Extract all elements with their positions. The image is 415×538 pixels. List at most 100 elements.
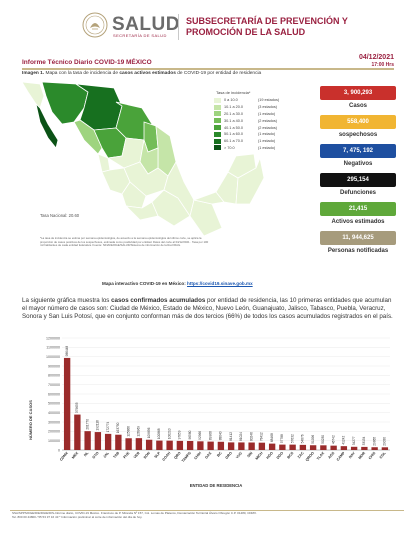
summary-paragraph: La siguiente gráfica muestra los casos c… bbox=[22, 297, 393, 320]
stat-defunciones-label: Defunciones bbox=[339, 190, 376, 196]
footer-text: SSA/SPPS/DGE/DIE/DGIE/DIS-Informe diario… bbox=[12, 511, 402, 520]
x-tick-label: HGO bbox=[266, 451, 274, 460]
report-title: Informe Técnico Diario COVID-19 MÉXICO bbox=[22, 59, 152, 66]
incidence-map[interactable] bbox=[18, 78, 308, 274]
state-chis bbox=[189, 199, 223, 237]
legend-swatch bbox=[214, 118, 221, 124]
legend-item: 40.1 a 50.0 (2 estados) bbox=[214, 124, 310, 131]
x-tick-label: TLAX bbox=[316, 451, 325, 461]
x-tick-label: BCS bbox=[286, 451, 294, 460]
bar bbox=[207, 441, 214, 450]
bar bbox=[238, 442, 245, 450]
x-tick-label: CDMX bbox=[59, 451, 69, 462]
stat-negativos-label: Negativos bbox=[343, 161, 373, 167]
report-date: 04/12/2021 bbox=[358, 54, 394, 61]
legend-item: 20.1 a 30.0 (1 estado) bbox=[214, 111, 310, 118]
bar-value-label: 986448 bbox=[65, 346, 69, 357]
bar bbox=[279, 444, 286, 450]
stats-panel: 3, 900,293 Casos 558,400 sospechosos 7, … bbox=[320, 86, 396, 260]
y-tick-label: 0 bbox=[58, 448, 60, 452]
brand-subtitle: SECRETARÍA DE SALUD bbox=[113, 33, 167, 38]
stat-activos-label: Activos estimados bbox=[331, 219, 385, 225]
bar bbox=[115, 434, 122, 450]
stat-notificadas-label: Personas notificadas bbox=[327, 248, 389, 254]
bar bbox=[248, 442, 255, 450]
y-tick-label: 600000 bbox=[48, 392, 60, 396]
bar bbox=[186, 440, 194, 450]
x-tick-label: TAB bbox=[112, 451, 120, 459]
bar-value-label: 192118 bbox=[96, 420, 100, 431]
bar-value-label: 33154 bbox=[362, 436, 366, 445]
bar-value-label: 41242 bbox=[342, 436, 346, 445]
bar-value-label: 34277 bbox=[352, 436, 356, 445]
x-tick-label: CHIH bbox=[193, 451, 202, 461]
state-bc bbox=[21, 81, 45, 109]
y-tick-label: 1000000 bbox=[46, 355, 60, 359]
x-tick-label: YUC bbox=[235, 451, 243, 460]
bar-value-label: 54876 bbox=[301, 434, 305, 443]
bar-value-label: 201770 bbox=[85, 419, 89, 430]
x-tick-label: MICH bbox=[255, 451, 264, 461]
bar-value-label: 96580 bbox=[188, 430, 192, 439]
map-footnote: *La tasa de incidencia se estima por sem… bbox=[40, 236, 209, 248]
bar bbox=[135, 438, 143, 450]
legend-swatch bbox=[214, 131, 221, 137]
y-tick-label: 300000 bbox=[48, 420, 60, 424]
bar bbox=[197, 441, 204, 450]
legend-swatch bbox=[214, 125, 221, 131]
stat-notificadas-value: 11, 944,625 bbox=[320, 231, 396, 245]
bar bbox=[289, 444, 296, 450]
x-tick-label: MOR bbox=[358, 451, 367, 460]
bar-value-label: 50230 bbox=[321, 435, 325, 444]
y-axis-label: NÚMERO DE CASOS bbox=[28, 400, 33, 440]
stat-activos-value: 21,415 bbox=[320, 202, 396, 216]
bar-value-label: 68468 bbox=[270, 433, 274, 442]
bar bbox=[340, 446, 348, 450]
bar-value-label: 97659 bbox=[178, 430, 182, 439]
map-caption: Imagen 1. Mapa con la tasa de incidencia… bbox=[22, 71, 262, 76]
bar bbox=[125, 438, 132, 450]
bar-value-label: 100210 bbox=[167, 428, 171, 439]
bar bbox=[299, 444, 307, 450]
title-underline bbox=[22, 68, 394, 70]
bar-value-label: 46742 bbox=[331, 435, 335, 444]
bar-value-label: 163750 bbox=[116, 422, 120, 433]
x-tick-label: SLP bbox=[154, 451, 162, 459]
bar-value-label: 57632 bbox=[290, 434, 294, 443]
stat-casos-label: Casos bbox=[348, 103, 367, 109]
stat-defunciones-value: 295,154 bbox=[320, 173, 396, 187]
x-tick-label: GTO bbox=[92, 451, 100, 460]
x-tick-label: VER bbox=[133, 451, 141, 460]
bar bbox=[371, 447, 378, 450]
bar bbox=[63, 357, 71, 450]
bar-value-label: 88040 bbox=[219, 431, 223, 440]
legend-swatch bbox=[214, 97, 221, 103]
bar-value-label: 109856 bbox=[147, 427, 151, 438]
x-tick-label: NAY bbox=[348, 451, 356, 460]
bar-value-label: 81024 bbox=[239, 432, 243, 441]
x-tick-label: PUE bbox=[123, 451, 131, 460]
bar bbox=[156, 440, 163, 450]
bar-value-label: 29030 bbox=[383, 437, 387, 446]
y-tick-label: 700000 bbox=[48, 383, 60, 387]
stat-sospechosos-value: 558,400 bbox=[320, 115, 396, 129]
bar-value-label: 172774 bbox=[106, 422, 110, 433]
legend-swatch bbox=[214, 111, 221, 117]
bar-value-label: 29865 bbox=[372, 437, 376, 446]
footer-line-1: SSA/SPPS/DGE/DIE/DGIE/DIS-Informe diario… bbox=[12, 511, 257, 515]
bar-value-label: 78412 bbox=[260, 432, 264, 441]
bar-value-label: 92966 bbox=[198, 431, 202, 440]
x-tick-label: BC bbox=[216, 451, 223, 458]
bar bbox=[217, 441, 225, 450]
map-link-url[interactable]: https://covid19.sinave.gob.mx bbox=[187, 281, 253, 286]
x-tick-label: OAX bbox=[204, 451, 212, 460]
bar-value-label: 80246 bbox=[249, 432, 253, 441]
state-yuc bbox=[227, 153, 257, 179]
bar-value-label: 379655 bbox=[75, 402, 79, 413]
bar-value-label: 89968 bbox=[208, 431, 212, 440]
x-tick-label: COL bbox=[379, 450, 387, 459]
bar bbox=[176, 440, 184, 450]
legend-swatch bbox=[214, 145, 221, 151]
bar bbox=[227, 442, 235, 450]
x-tick-label: GRO bbox=[225, 451, 233, 460]
